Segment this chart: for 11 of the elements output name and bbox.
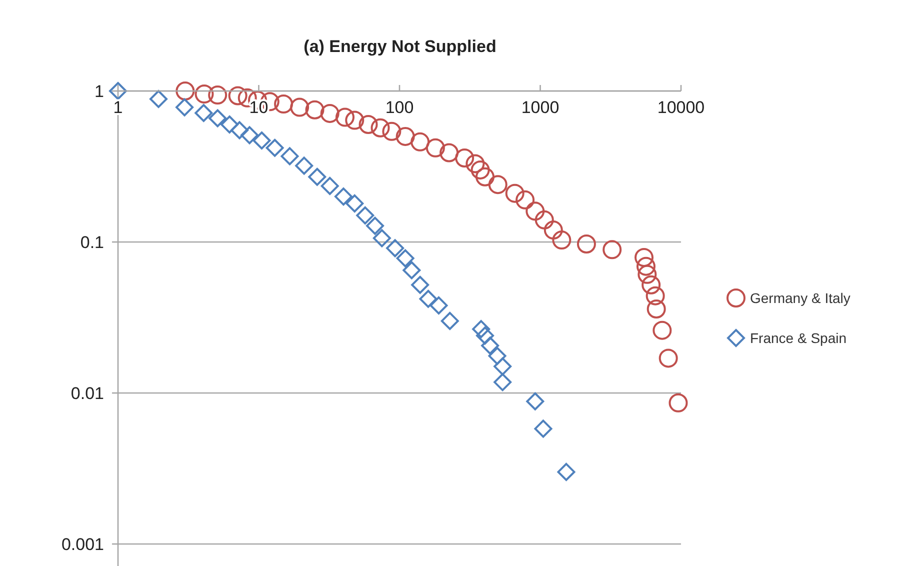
y-tick-label: 0.01 [70, 384, 104, 403]
chart-title: (a) Energy Not Supplied [304, 37, 496, 56]
y-tick-label: 1 [94, 82, 104, 101]
y-tick-label: 0.001 [61, 534, 104, 554]
y-tick-label: 0.1 [80, 232, 104, 252]
x-tick-label: 1 [113, 98, 123, 117]
legend-label: France & Spain [750, 330, 846, 346]
legend-label: Germany & Italy [750, 290, 850, 306]
x-tick-label: 10000 [657, 98, 705, 117]
x-tick-label: 100 [385, 98, 414, 117]
x-tick-label: 1000 [521, 98, 560, 117]
